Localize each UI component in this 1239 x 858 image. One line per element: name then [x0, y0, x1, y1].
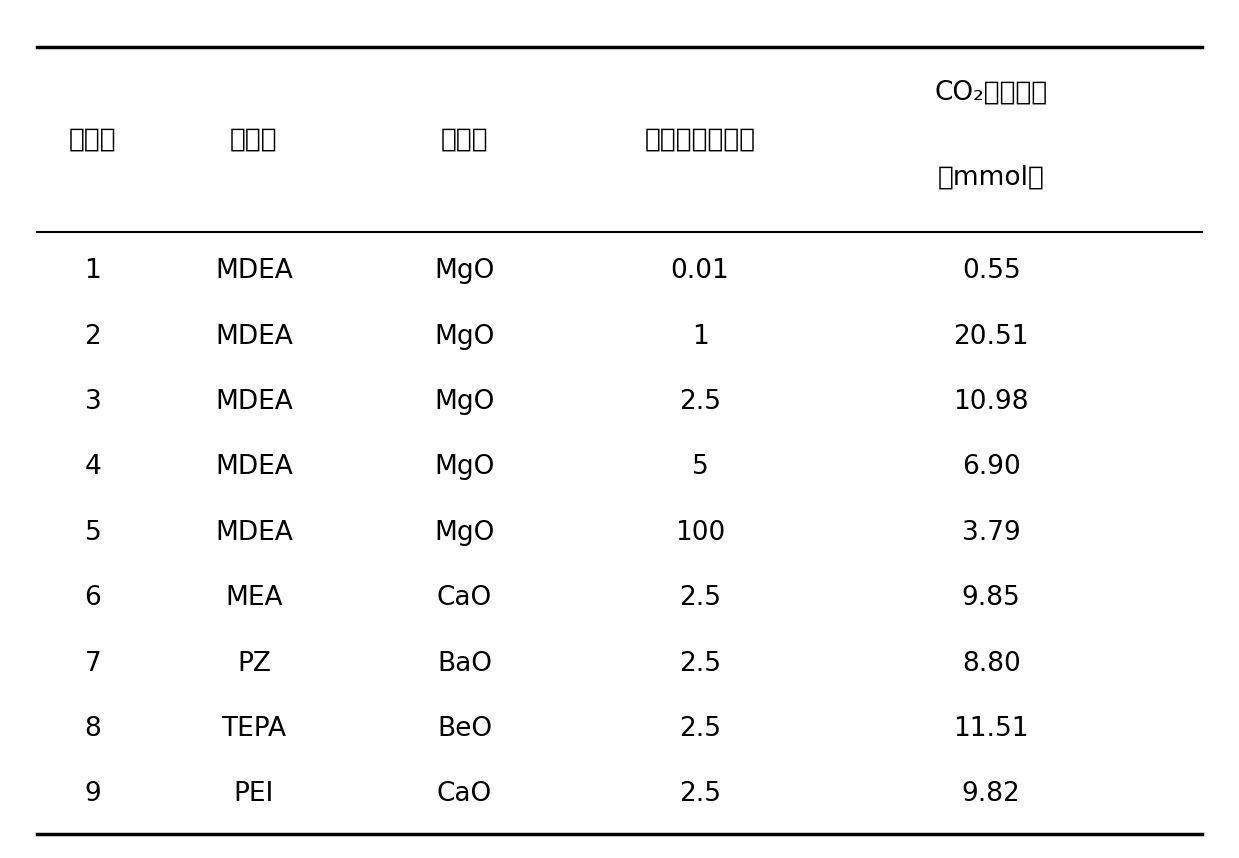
Text: 3.79: 3.79	[961, 520, 1021, 546]
Text: 5: 5	[84, 520, 102, 546]
Text: 10.98: 10.98	[954, 389, 1028, 415]
Text: 1: 1	[84, 258, 102, 284]
Text: 9.82: 9.82	[961, 782, 1021, 807]
Text: MgO: MgO	[435, 258, 494, 284]
Text: 2.5: 2.5	[679, 389, 721, 415]
Text: 8.80: 8.80	[961, 650, 1021, 677]
Text: 9.85: 9.85	[961, 585, 1021, 611]
Text: 有机胺：氧化物: 有机胺：氧化物	[644, 126, 756, 153]
Text: 2: 2	[84, 323, 102, 349]
Text: 20.51: 20.51	[954, 323, 1028, 349]
Text: 0.55: 0.55	[961, 258, 1021, 284]
Text: 100: 100	[675, 520, 725, 546]
Text: 1: 1	[691, 323, 709, 349]
Text: CaO: CaO	[437, 585, 492, 611]
Text: BaO: BaO	[437, 650, 492, 677]
Text: 2.5: 2.5	[679, 782, 721, 807]
Text: CO₂捕捉性能: CO₂捕捉性能	[934, 79, 1048, 106]
Text: 11.51: 11.51	[954, 716, 1028, 742]
Text: PZ: PZ	[237, 650, 271, 677]
Text: MDEA: MDEA	[216, 455, 292, 480]
Text: PEI: PEI	[234, 782, 274, 807]
Text: 有机胺: 有机胺	[230, 126, 278, 153]
Text: CaO: CaO	[437, 782, 492, 807]
Text: 实施例: 实施例	[69, 126, 116, 153]
Text: 2.5: 2.5	[679, 650, 721, 677]
Text: MDEA: MDEA	[216, 520, 292, 546]
Text: 2.5: 2.5	[679, 716, 721, 742]
Text: 5: 5	[691, 455, 709, 480]
Text: MDEA: MDEA	[216, 258, 292, 284]
Text: 6: 6	[84, 585, 102, 611]
Text: 0.01: 0.01	[670, 258, 730, 284]
Text: （mmol）: （mmol）	[938, 165, 1044, 191]
Text: 8: 8	[84, 716, 102, 742]
Text: MgO: MgO	[435, 389, 494, 415]
Text: 2.5: 2.5	[679, 585, 721, 611]
Text: MgO: MgO	[435, 323, 494, 349]
Text: MgO: MgO	[435, 520, 494, 546]
Text: 氧化物: 氧化物	[441, 126, 488, 153]
Text: TEPA: TEPA	[222, 716, 286, 742]
Text: MDEA: MDEA	[216, 389, 292, 415]
Text: MDEA: MDEA	[216, 323, 292, 349]
Text: MgO: MgO	[435, 455, 494, 480]
Text: 3: 3	[84, 389, 102, 415]
Text: BeO: BeO	[437, 716, 492, 742]
Text: 9: 9	[84, 782, 102, 807]
Text: 4: 4	[84, 455, 102, 480]
Text: MEA: MEA	[225, 585, 282, 611]
Text: 7: 7	[84, 650, 102, 677]
Text: 6.90: 6.90	[961, 455, 1021, 480]
